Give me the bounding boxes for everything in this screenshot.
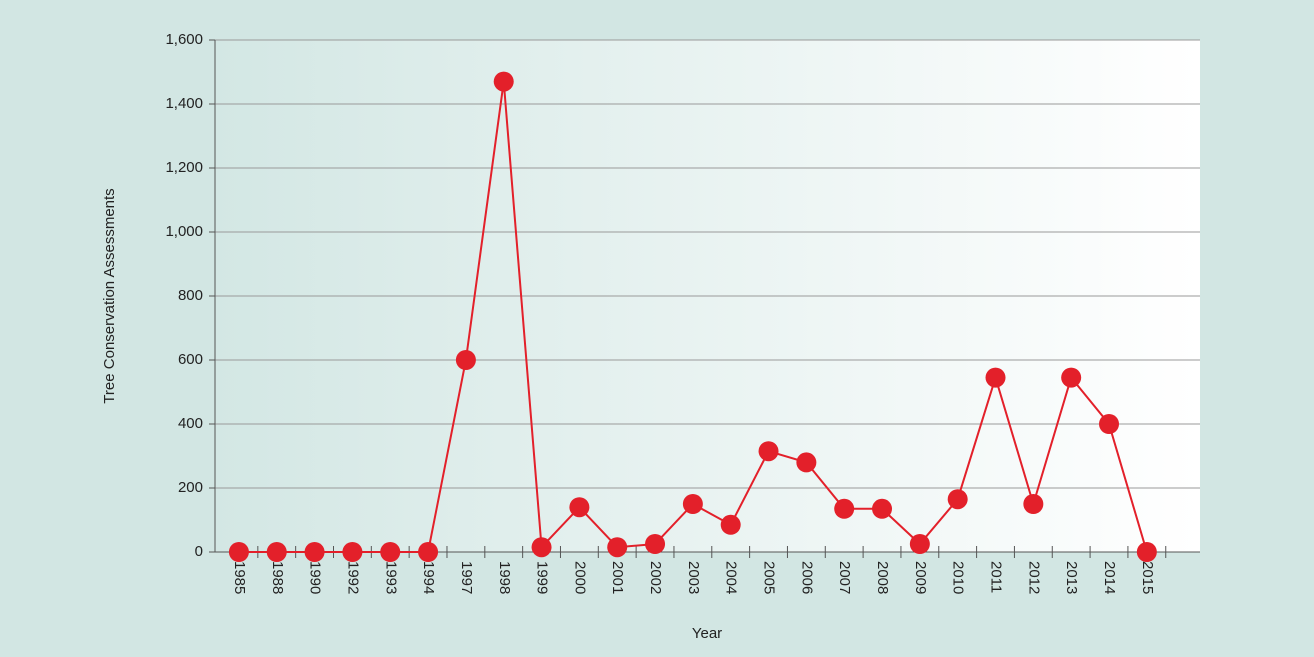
marker xyxy=(872,498,893,519)
x-tick-label: 1994 xyxy=(420,561,437,594)
marker xyxy=(531,537,552,558)
marker xyxy=(909,534,930,554)
x-tick-label: 2007 xyxy=(836,561,853,594)
x-tick-label: 2001 xyxy=(609,561,626,594)
y-tick-label: 200 xyxy=(178,479,203,496)
marker xyxy=(1136,542,1157,562)
marker xyxy=(304,542,325,562)
y-tick-label: 600 xyxy=(178,351,203,368)
marker xyxy=(720,514,741,535)
marker xyxy=(1061,367,1082,388)
x-tick-label: 1990 xyxy=(307,561,324,594)
x-tick-label: 2004 xyxy=(723,561,740,594)
marker xyxy=(380,542,401,562)
x-tick-label: 1998 xyxy=(496,561,513,594)
x-axis-label: Year xyxy=(692,625,722,642)
x-tick-label: 1985 xyxy=(231,561,248,594)
x-tick-label: 1993 xyxy=(382,561,399,594)
marker xyxy=(985,367,1006,388)
x-tick-label: 2013 xyxy=(1063,561,1080,594)
x-tick-label: 2003 xyxy=(685,561,702,594)
x-tick-label: 1992 xyxy=(344,561,361,594)
marker xyxy=(947,489,968,510)
x-tick-label: 2014 xyxy=(1101,561,1118,594)
y-tick-label: 400 xyxy=(178,415,203,432)
y-tick-label: 1,600 xyxy=(165,31,203,48)
y-tick-label: 1,000 xyxy=(165,223,203,240)
x-tick-label: 2006 xyxy=(798,561,815,594)
y-tick-label: 1,200 xyxy=(165,159,203,176)
x-tick-label: 2000 xyxy=(571,561,588,594)
marker xyxy=(607,537,628,558)
y-axis-label: Tree Conservation Assessments xyxy=(101,188,118,403)
x-tick-label: 2010 xyxy=(950,561,967,594)
marker xyxy=(342,542,363,562)
x-tick-label: 2008 xyxy=(874,561,891,594)
marker xyxy=(1099,414,1120,434)
y-tick-label: 800 xyxy=(178,287,203,304)
marker xyxy=(682,494,703,514)
marker xyxy=(758,441,779,462)
x-tick-label: 1997 xyxy=(458,561,475,594)
marker xyxy=(796,452,817,473)
x-tick-label: 2012 xyxy=(1025,561,1042,594)
marker xyxy=(493,71,514,92)
marker xyxy=(228,542,249,562)
x-tick-label: 1988 xyxy=(269,561,286,594)
marker xyxy=(455,350,476,370)
x-tick-label: 2002 xyxy=(647,561,664,594)
marker xyxy=(834,498,855,519)
marker xyxy=(645,534,666,554)
x-tick-label: 2011 xyxy=(988,561,1005,593)
marker xyxy=(266,542,287,562)
y-tick-label: 0 xyxy=(195,543,203,560)
x-tick-label: 2015 xyxy=(1139,561,1156,594)
y-tick-label: 1,400 xyxy=(165,95,203,112)
marker xyxy=(569,497,590,518)
x-tick-label: 2009 xyxy=(912,561,929,594)
x-tick-label: 1999 xyxy=(534,561,551,594)
x-tick-label: 2005 xyxy=(761,561,778,594)
marker xyxy=(418,542,439,562)
marker xyxy=(1023,494,1044,514)
